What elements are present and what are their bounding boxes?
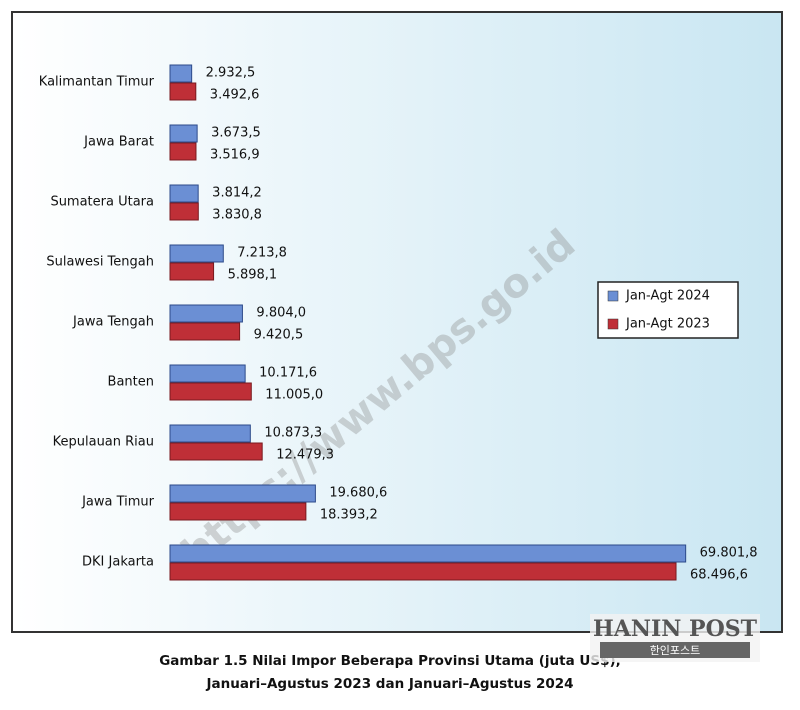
y-tick-label: Jawa Barat: [83, 135, 154, 150]
bar: [169, 562, 677, 581]
legend-swatch: [607, 290, 619, 302]
value-label: 3.492,6: [210, 88, 260, 103]
value-label: 3.830,8: [212, 208, 262, 223]
value-label: 69.801,8: [700, 546, 758, 561]
logo-title: HANIN POST: [593, 616, 758, 642]
bar: [169, 502, 307, 521]
value-label: 5.898,1: [228, 268, 278, 283]
y-tick-label: Sulawesi Tengah: [46, 255, 154, 270]
logo-band: [600, 642, 750, 658]
value-label: 7.213,8: [237, 246, 287, 261]
value-label: 19.680,6: [329, 486, 387, 501]
value-label: 3.673,5: [211, 126, 261, 141]
bar: [169, 484, 316, 503]
legend-label: Jan-Agt 2023: [625, 317, 710, 332]
value-label: 10.171,6: [259, 366, 317, 381]
bar: [169, 304, 243, 323]
value-label: 2.932,5: [206, 66, 256, 81]
bar: [169, 544, 687, 563]
y-tick-label: Kalimantan Timur: [39, 75, 155, 90]
bar: [169, 442, 263, 461]
value-label: 9.804,0: [256, 306, 306, 321]
bar: [169, 184, 199, 203]
caption: Januari–Agustus 2023 dan Januari–Agustus…: [205, 676, 573, 692]
value-label: 3.516,9: [210, 148, 260, 163]
bar: [169, 64, 193, 83]
caption: Gambar 1.5 Nilai Impor Beberapa Provinsi…: [159, 653, 621, 669]
bar: [169, 262, 215, 281]
value-label: 9.420,5: [254, 328, 304, 343]
bar: [169, 244, 224, 263]
value-label: 12.479,3: [276, 448, 334, 463]
bar: [169, 82, 197, 101]
value-label: 18.393,2: [320, 508, 378, 523]
value-label: 10.873,3: [264, 426, 322, 441]
legend-swatch: [607, 318, 619, 330]
bar: [169, 142, 197, 161]
bar: [169, 424, 251, 443]
value-label: 11.005,0: [265, 388, 323, 403]
bar: [169, 202, 199, 221]
y-tick-label: Jawa Tengah: [72, 315, 154, 330]
bar: [169, 364, 246, 383]
bar: [169, 124, 198, 143]
y-tick-label: Sumatera Utara: [50, 195, 154, 210]
legend-box: [597, 281, 739, 339]
y-tick-label: Banten: [108, 375, 154, 390]
value-label: 3.814,2: [212, 186, 262, 201]
y-tick-label: Jawa Timur: [81, 495, 155, 510]
value-label: 68.496,6: [690, 568, 748, 583]
y-tick-label: DKI Jakarta: [82, 555, 154, 570]
bar: [169, 322, 241, 341]
legend-label: Jan-Agt 2024: [625, 289, 710, 304]
bar: [169, 382, 252, 401]
logo-subtitle: 한인포스트: [650, 644, 701, 657]
y-tick-label: Kepulauan Riau: [53, 435, 154, 450]
